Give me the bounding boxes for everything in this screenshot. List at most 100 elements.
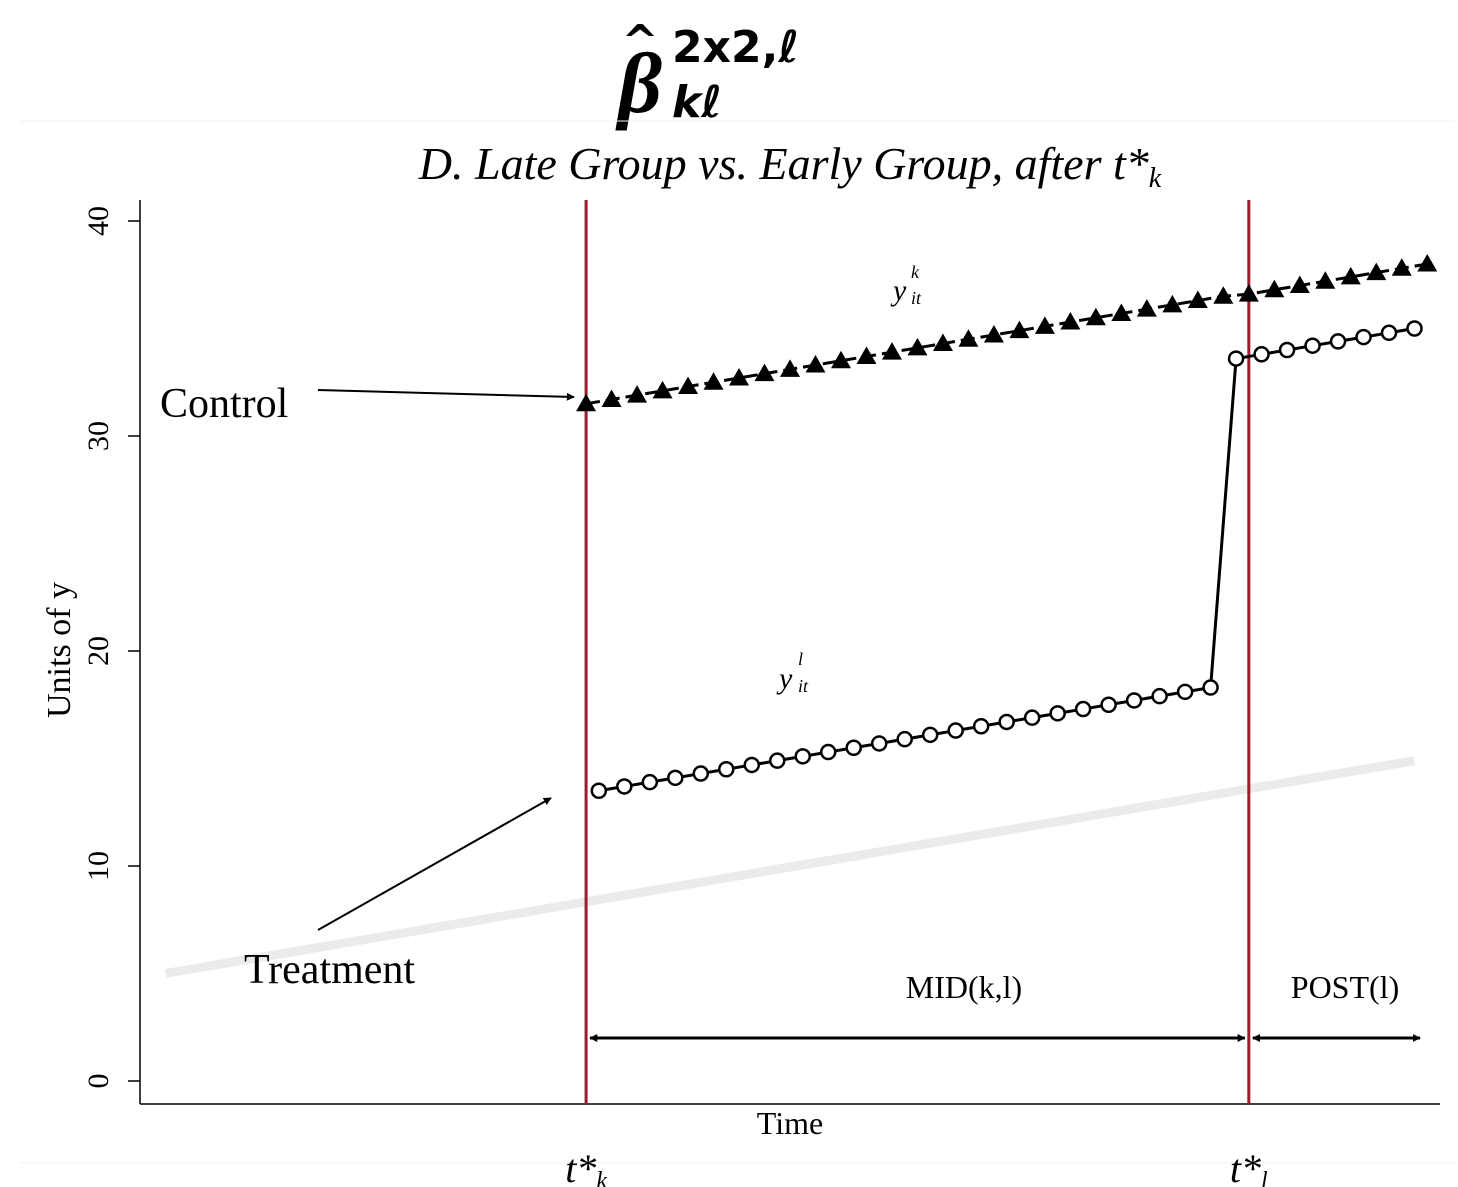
series-yk-point xyxy=(983,324,1004,343)
series-yl-point xyxy=(870,735,888,752)
series-yl-point xyxy=(1278,341,1296,359)
series-yk-point xyxy=(627,385,648,403)
series-yl-point xyxy=(1380,324,1398,342)
formula-superscript: 2x2,ℓ xyxy=(672,22,799,73)
time-marker-k: t*k xyxy=(565,1146,607,1187)
yl-main: y xyxy=(776,662,793,695)
y-ticks: 0 10 20 30 40 xyxy=(82,206,140,1089)
series-label-yl: yl it xyxy=(776,649,809,696)
series-yl-point xyxy=(1329,333,1347,350)
series-yl-point xyxy=(794,748,811,765)
yk-sub: it xyxy=(911,288,922,308)
series-yl-point xyxy=(1202,679,1219,696)
series-yk-point xyxy=(932,333,953,352)
yl-sub: it xyxy=(798,676,809,696)
series-yl-point xyxy=(641,773,659,791)
series-yl-point xyxy=(1227,350,1245,367)
series-yk-point xyxy=(907,337,928,356)
control-arrow xyxy=(317,389,575,401)
series-yl-point xyxy=(845,739,862,756)
y-tick-label: 30 xyxy=(82,421,115,451)
series-yk-line xyxy=(585,262,1428,406)
series-yl-point xyxy=(1074,700,1092,718)
series-yk-point xyxy=(754,363,775,382)
series-yk-point xyxy=(1085,307,1106,326)
series-yl-point xyxy=(972,718,990,735)
series-yk-point xyxy=(1136,299,1157,317)
series-yl-point xyxy=(616,778,633,795)
series-yl-point xyxy=(1100,696,1117,713)
time-marker-k-name: t* xyxy=(565,1146,596,1187)
series-yl-point xyxy=(1355,328,1372,346)
series-layer xyxy=(576,254,1438,799)
series-yl-point xyxy=(819,743,837,761)
series-yk-point xyxy=(1315,271,1336,289)
series-yk-point xyxy=(1111,303,1132,321)
series-yl-point xyxy=(1151,687,1168,705)
series-yl-point xyxy=(1406,320,1423,337)
series-yk-point xyxy=(601,389,622,407)
chart-title-subscript: k xyxy=(1149,163,1162,194)
series-yk-point xyxy=(1213,286,1234,304)
series-yl-point xyxy=(692,765,710,782)
y-tick-label: 40 xyxy=(82,206,115,236)
series-yl-point xyxy=(1023,709,1041,726)
series-yl-point xyxy=(1253,346,1270,363)
chart-title: D. Late Group vs. Early Group, after t*k xyxy=(418,138,1162,194)
counterfactual-layer xyxy=(164,756,1416,978)
series-yl-point xyxy=(1176,683,1194,701)
series-yk-point xyxy=(1060,312,1081,330)
time-marker-l-sub: l xyxy=(1261,1168,1268,1187)
series-yl-point xyxy=(667,769,684,787)
series-yk-point xyxy=(830,350,851,369)
series-yl-point xyxy=(921,726,939,744)
series-yk-point xyxy=(1366,262,1387,281)
series-yk-point xyxy=(1238,284,1259,302)
series-yk-point xyxy=(729,367,750,386)
series-yl-point xyxy=(896,730,913,748)
series-yk-point xyxy=(703,372,724,390)
series-yk-point xyxy=(856,346,877,364)
yl-sup: l xyxy=(798,649,803,669)
series-yk-point xyxy=(1340,266,1361,285)
series-yk-point xyxy=(1162,294,1183,313)
y-tick-label: 10 xyxy=(82,851,115,881)
annotation-mid: MID(k,l) xyxy=(906,969,1022,1005)
y-axis-label: Units of y xyxy=(41,582,78,718)
annotation-control: Control xyxy=(160,381,288,427)
series-yl-point xyxy=(1049,705,1066,722)
series-yk-point xyxy=(805,355,826,373)
series-yl-point xyxy=(718,761,735,778)
annotation-post: POST(l) xyxy=(1291,969,1399,1005)
counterfactual-line xyxy=(164,756,1416,978)
series-yl-point xyxy=(1304,337,1321,354)
series-yk-point xyxy=(958,329,979,347)
series-yl-point xyxy=(998,713,1015,731)
series-yk-point xyxy=(678,376,699,395)
series-yk-point xyxy=(881,342,902,360)
series-yk-point xyxy=(1289,275,1310,293)
y-tick-label: 20 xyxy=(82,636,115,666)
series-yl-point xyxy=(769,752,786,769)
formula-beta: β xyxy=(615,35,662,131)
series-label-yk: yk it xyxy=(890,262,922,308)
series-yk-point xyxy=(1264,279,1285,298)
series-yk-point xyxy=(1391,258,1412,276)
time-marker-l-name: t* xyxy=(1230,1146,1261,1187)
x-axis-label: Time xyxy=(757,1105,823,1141)
series-yk-point xyxy=(1417,254,1438,272)
formula-subscript: kℓ xyxy=(672,77,722,128)
series-yk-point xyxy=(1034,316,1055,334)
y-tick-label: 0 xyxy=(82,1074,115,1089)
time-marker-k-sub: k xyxy=(596,1168,607,1187)
formula-hat: ^ xyxy=(622,16,659,67)
series-yl-point xyxy=(1125,692,1143,709)
annotation-treatment: Treatment xyxy=(244,947,415,993)
series-yl-point xyxy=(743,756,761,774)
treatment-arrow xyxy=(317,797,552,931)
series-yk-point xyxy=(780,359,800,377)
chart-title-main: D. Late Group vs. Early Group, after t* xyxy=(418,138,1149,189)
yk-sup: k xyxy=(911,262,920,282)
series-yl-point xyxy=(590,782,608,799)
